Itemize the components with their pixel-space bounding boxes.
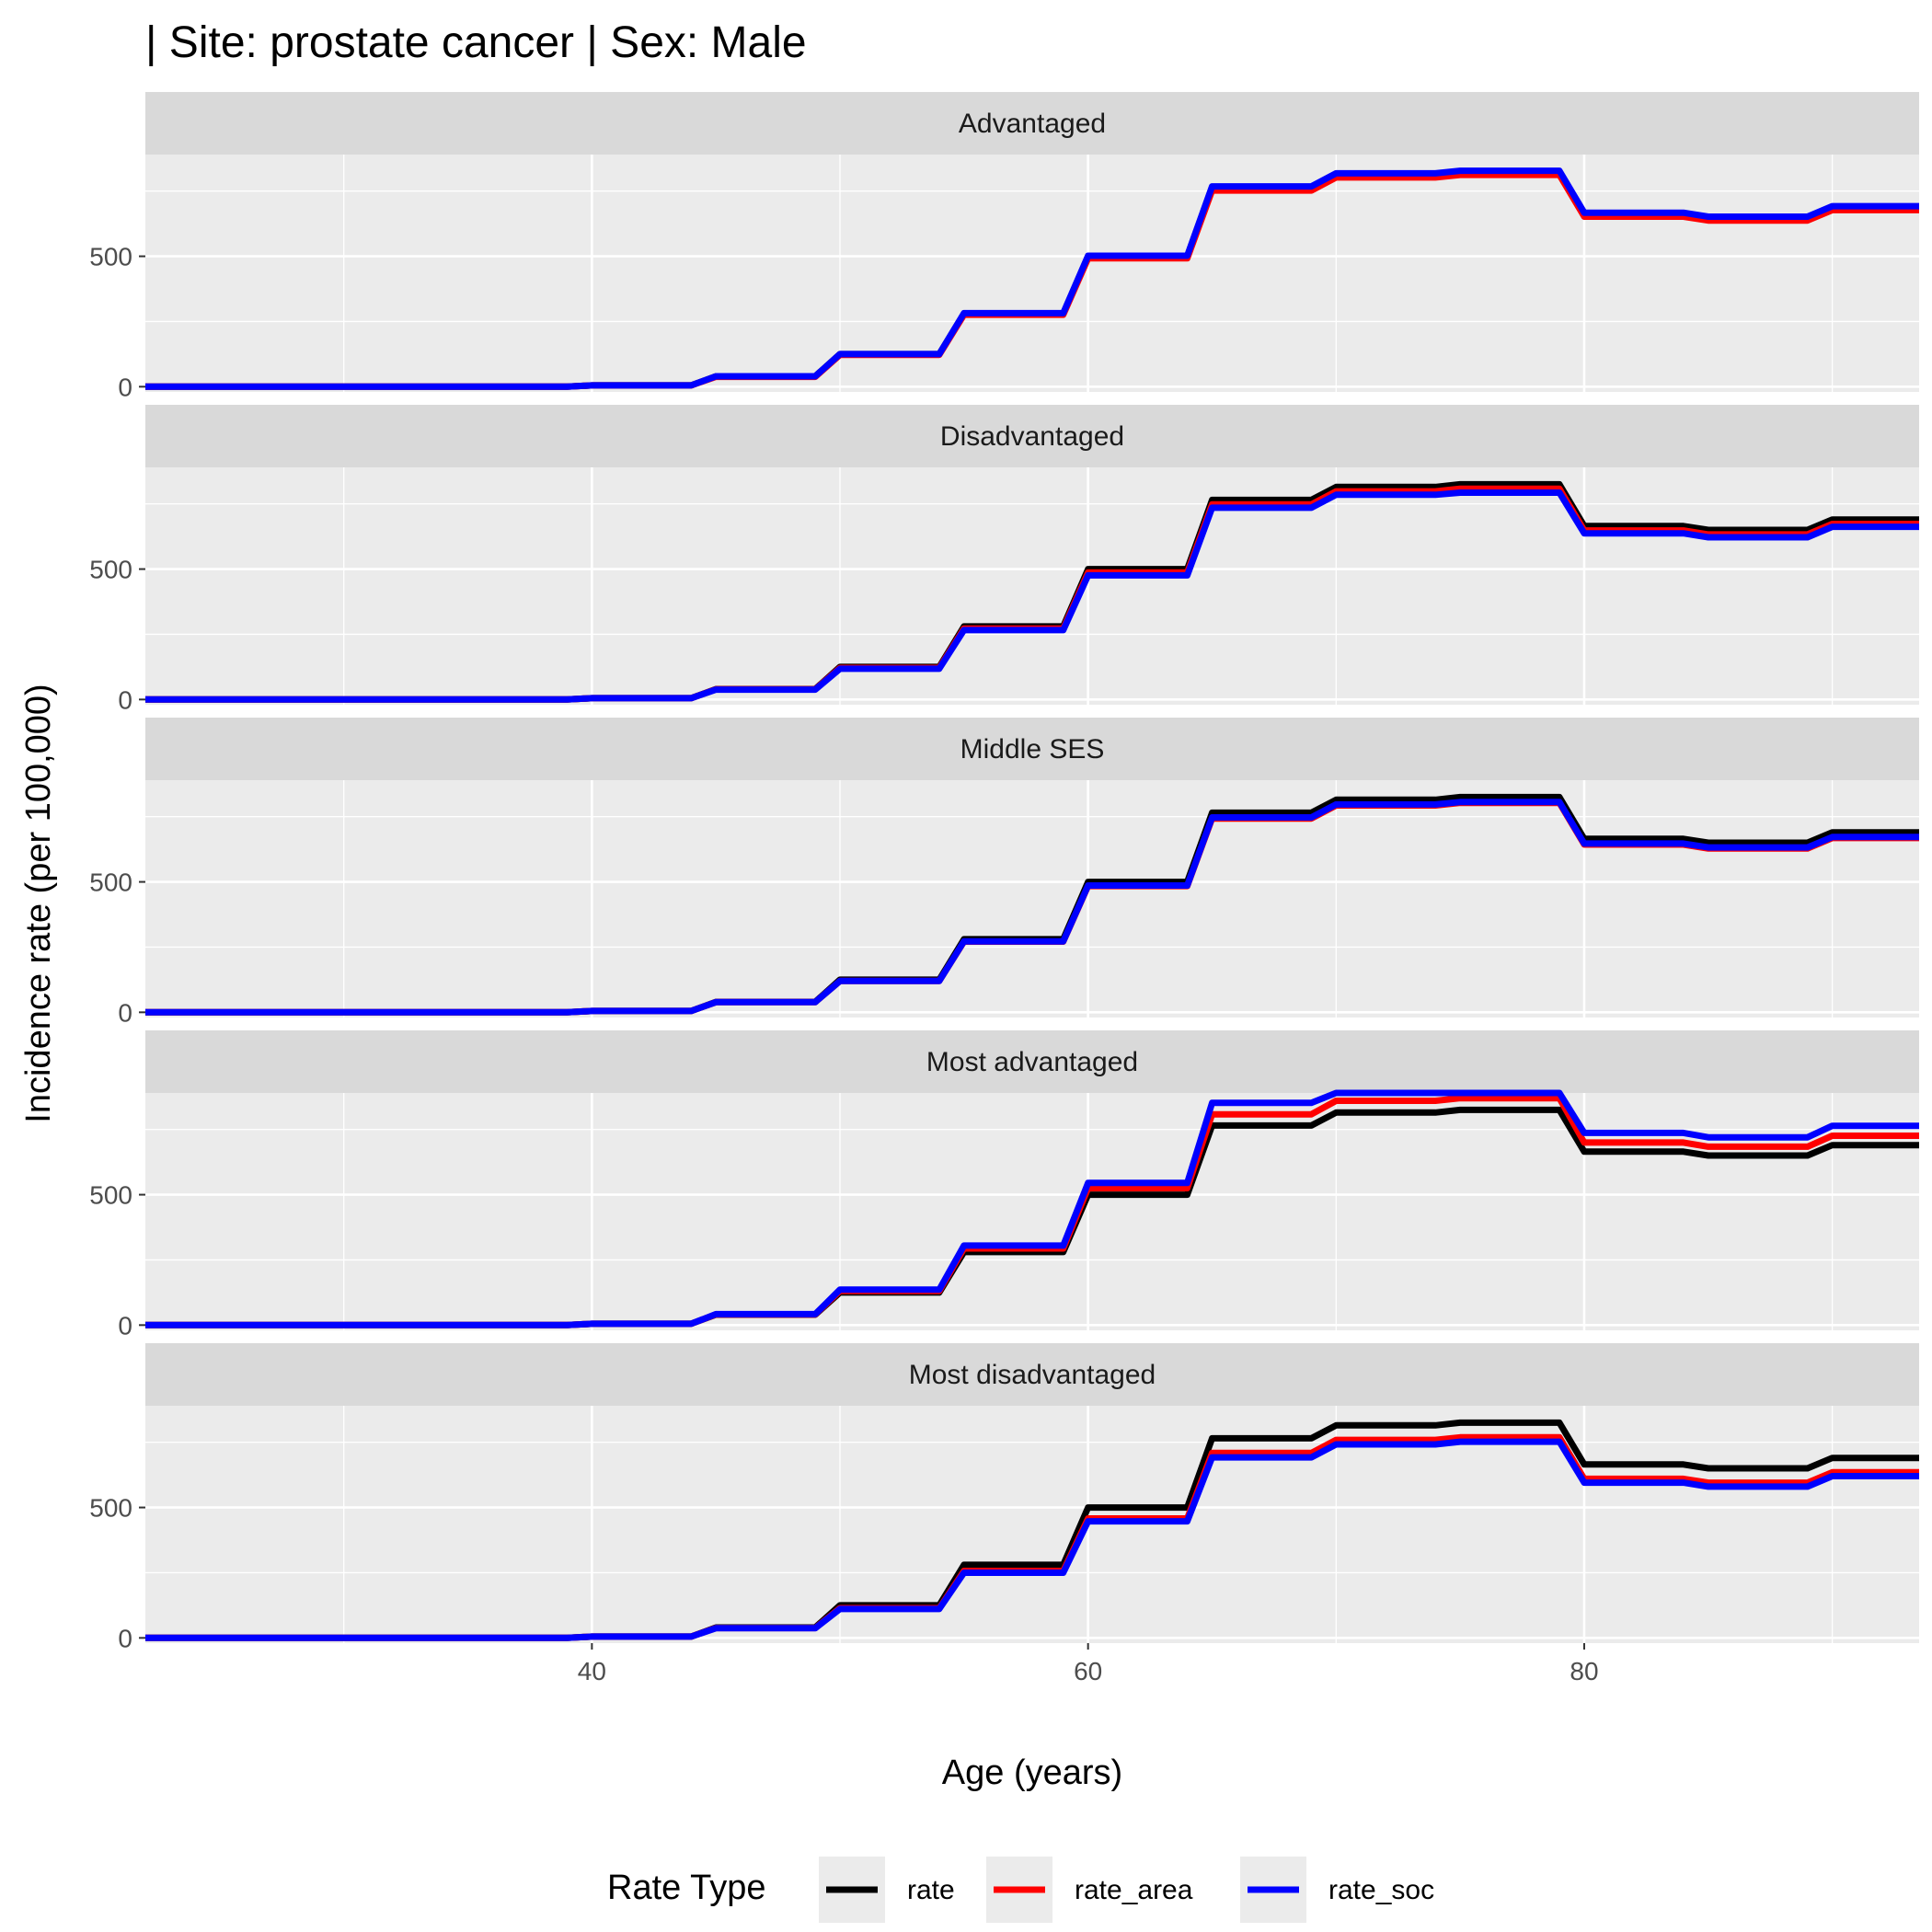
series-line-rate-soc bbox=[145, 1089, 1919, 1328]
facet-strip bbox=[145, 1343, 1919, 1406]
facet-panel-most-disadvantaged: Most disadvantaged 0 500 bbox=[89, 1343, 1919, 1652]
x-tick-label: 40 bbox=[578, 1657, 606, 1685]
y-tick-label: 500 bbox=[89, 243, 132, 271]
y-tick-label: 500 bbox=[89, 868, 132, 897]
y-tick-label: 500 bbox=[89, 1494, 132, 1523]
facet-strip-label: Most disadvantaged bbox=[909, 1360, 1156, 1390]
series-line-rate-soc bbox=[145, 167, 1919, 390]
facet-panel-advantaged: Advantaged 0 500 bbox=[89, 92, 1919, 401]
legend-label-rate-area: rate_area bbox=[1075, 1875, 1193, 1905]
facet-strip bbox=[145, 1030, 1919, 1093]
y-tick-label: 0 bbox=[118, 685, 132, 714]
facet-strip bbox=[145, 718, 1919, 780]
facet-strip bbox=[145, 92, 1919, 155]
facet-panel-disadvantaged: Disadvantaged 0 500 bbox=[89, 405, 1919, 714]
panel-background bbox=[145, 1093, 1919, 1330]
x-axis-title: Age (years) bbox=[942, 1754, 1122, 1792]
panel-background bbox=[145, 467, 1919, 705]
legend-title: Rate Type bbox=[607, 1869, 766, 1907]
facet-strip bbox=[145, 405, 1919, 467]
x-tick-label: 80 bbox=[1570, 1657, 1598, 1685]
y-tick-label: 0 bbox=[118, 1311, 132, 1340]
series-line-rate-soc bbox=[145, 489, 1919, 703]
x-tick-label: 60 bbox=[1074, 1657, 1102, 1685]
panel-background bbox=[145, 155, 1919, 392]
legend-label-rate: rate bbox=[907, 1875, 955, 1905]
series-line-rate-soc bbox=[145, 799, 1919, 1016]
y-tick-label: 0 bbox=[118, 373, 132, 401]
y-tick-label: 0 bbox=[118, 1624, 132, 1652]
y-axis-title: Incidence rate (per 100,000) bbox=[19, 684, 58, 1122]
legend: Rate Type rate rate_area rate_soc bbox=[607, 1857, 1434, 1923]
y-tick-label: 500 bbox=[89, 1181, 132, 1210]
panel-background bbox=[145, 780, 1919, 1018]
facet-panel-most-advantaged: Most advantaged 0 500 bbox=[89, 1030, 1919, 1340]
facet-strip-label: Disadvantaged bbox=[940, 421, 1124, 452]
facet-strip-label: Advantaged bbox=[959, 109, 1106, 139]
chart-title: | Site: prostate cancer | Sex: Male bbox=[145, 18, 807, 67]
panel-background bbox=[145, 1406, 1919, 1643]
facet-strip-label: Most advantaged bbox=[926, 1047, 1138, 1077]
facet-strip-label: Middle SES bbox=[960, 734, 1105, 765]
facet-panel-middle-ses: Middle SES 0 500 bbox=[89, 718, 1919, 1027]
y-tick-label: 500 bbox=[89, 556, 132, 584]
y-tick-label: 0 bbox=[118, 998, 132, 1027]
series-line-rate-soc bbox=[145, 1438, 1919, 1641]
legend-label-rate-soc: rate_soc bbox=[1328, 1875, 1434, 1905]
x-axis: 40 60 80 bbox=[578, 1643, 1599, 1685]
